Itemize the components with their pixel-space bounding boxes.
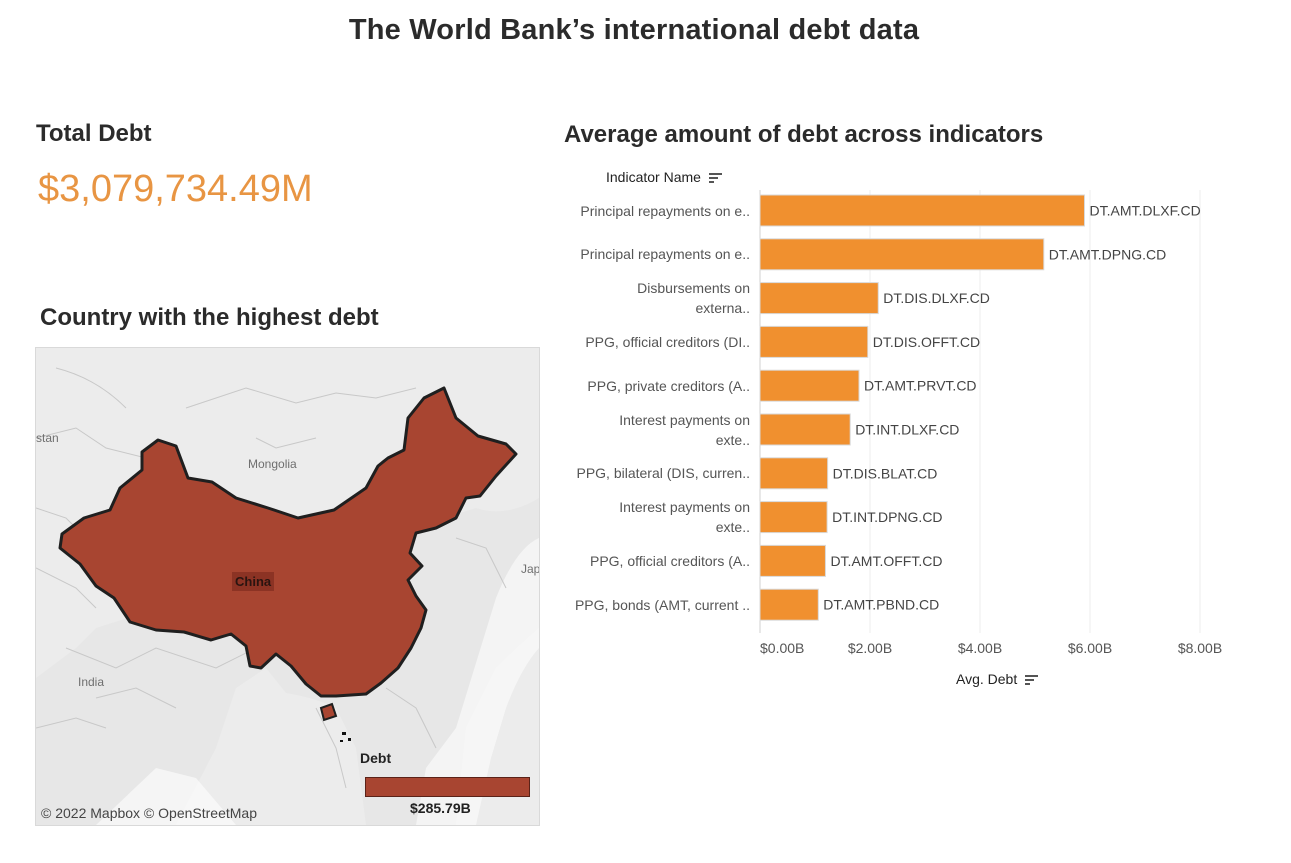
indicator-label[interactable]: Disbursements on externa.. bbox=[560, 278, 750, 318]
indicator-label-line: exte.. bbox=[715, 519, 750, 536]
bar-data-label: DT.DIS.BLAT.CD bbox=[833, 465, 938, 481]
map-place-label: Jap bbox=[521, 562, 540, 576]
indicator-label[interactable]: Interest payments on exte.. bbox=[560, 410, 750, 450]
indicator-label[interactable]: PPG, private creditors (A.. bbox=[560, 376, 750, 396]
indicator-label-line: Interest payments on bbox=[619, 499, 750, 516]
bar-data-label: DT.AMT.PRVT.CD bbox=[864, 378, 977, 394]
indicator-label-line: Principal repayments on e.. bbox=[580, 246, 750, 263]
bar[interactable] bbox=[759, 501, 828, 534]
bay-area bbox=[96, 768, 236, 825]
dashboard-title: The World Bank’s international debt data bbox=[348, 14, 920, 46]
indicator-label-line: externa.. bbox=[695, 300, 750, 317]
indicator-label-line: PPG, official creditors (DI.. bbox=[585, 333, 750, 350]
bar[interactable] bbox=[759, 282, 879, 315]
bar[interactable] bbox=[759, 325, 869, 358]
bar-data-label: DT.AMT.OFFT.CD bbox=[830, 553, 942, 569]
indicator-label-line: PPG, bonds (AMT, current .. bbox=[574, 596, 750, 613]
sea-area bbox=[416, 538, 539, 825]
indicator-label[interactable]: PPG, official creditors (A.. bbox=[560, 551, 750, 571]
bar-data-label: DT.AMT.PBND.CD bbox=[823, 597, 939, 613]
total-debt-value: $3,079,734.49M bbox=[38, 168, 313, 210]
x-tick-label: $4.00B bbox=[958, 640, 1002, 656]
indicator-label-line: PPG, official creditors (A.. bbox=[589, 552, 750, 569]
bar-data-label: DT.AMT.DPNG.CD bbox=[1049, 246, 1166, 262]
avg-debt-label: Avg. Debt bbox=[956, 671, 1018, 687]
legend-title: Debt bbox=[360, 750, 392, 766]
bar-data-label: DT.DIS.DLXF.CD bbox=[883, 290, 990, 306]
map-canvas[interactable] bbox=[36, 348, 539, 825]
indicator-label[interactable]: Principal repayments on e.. bbox=[560, 201, 750, 221]
avg-debt-header[interactable]: Avg. Debt bbox=[956, 671, 1039, 687]
x-tick-label: $2.00B bbox=[848, 640, 892, 656]
indicator-label-line: PPG, private creditors (A.. bbox=[587, 377, 750, 394]
indicator-label[interactable]: PPG, bonds (AMT, current .. bbox=[560, 595, 750, 615]
bar[interactable] bbox=[759, 238, 1045, 271]
x-tick-label: $8.00B bbox=[1178, 640, 1222, 656]
indicator-label-line: Interest payments on bbox=[619, 411, 750, 428]
indicator-label[interactable]: PPG, bilateral (DIS, curren.. bbox=[560, 463, 750, 483]
map-attribution[interactable]: © 2022 Mapbox © OpenStreetMap bbox=[41, 805, 257, 821]
hainan-shape bbox=[319, 702, 338, 722]
total-debt-title: Total Debt bbox=[36, 120, 152, 147]
map-place-label: Mongolia bbox=[248, 457, 297, 471]
debt-map[interactable]: stan Mongolia India Jap China Debt $285.… bbox=[35, 347, 540, 826]
bar-data-label: DT.INT.DLXF.CD bbox=[855, 422, 959, 438]
indicator-label[interactable]: Interest payments on exte.. bbox=[560, 497, 750, 537]
bar[interactable] bbox=[759, 369, 860, 402]
islands bbox=[340, 732, 351, 742]
bar-data-label: DT.AMT.DLXF.CD bbox=[1090, 203, 1201, 219]
sort-descending-icon[interactable] bbox=[1025, 674, 1039, 686]
bar-data-label: DT.INT.DPNG.CD bbox=[832, 509, 942, 525]
sort-descending-icon[interactable] bbox=[708, 172, 723, 184]
indicator-label[interactable]: PPG, official creditors (DI.. bbox=[560, 332, 750, 352]
x-tick-label: $6.00B bbox=[1068, 640, 1112, 656]
map-title: Country with the highest debt bbox=[40, 304, 379, 331]
indicator-label-line: Principal repayments on e.. bbox=[580, 202, 750, 219]
bar[interactable] bbox=[759, 413, 851, 446]
china-shape[interactable] bbox=[58, 386, 518, 698]
bar[interactable] bbox=[759, 194, 1085, 227]
map-place-label: stan bbox=[36, 431, 59, 445]
indicator-label-line: PPG, bilateral (DIS, curren.. bbox=[576, 465, 750, 482]
chart-title: Average amount of debt across indicators bbox=[564, 121, 1044, 148]
bar[interactable] bbox=[759, 588, 819, 621]
map-place-label: India bbox=[78, 675, 105, 689]
legend-value: $285.79B bbox=[410, 800, 471, 816]
indicator-name-label: Indicator Name bbox=[606, 169, 701, 185]
indicator-label-line: exte.. bbox=[715, 431, 750, 448]
bar-chart[interactable]: $0.00B $2.00B $4.00B $6.00B $8.00B DT.AMT.DLX… bbox=[755, 190, 1235, 660]
x-tick-label: $0.00B bbox=[760, 640, 804, 656]
bar-data-label: DT.DIS.OFFT.CD bbox=[873, 334, 980, 350]
indicator-name-header[interactable]: Indicator Name bbox=[606, 169, 723, 185]
indicator-label-line: Disbursements on bbox=[637, 280, 750, 297]
bar[interactable] bbox=[759, 544, 826, 577]
legend-color-bar bbox=[365, 777, 530, 797]
china-label: China bbox=[232, 572, 275, 591]
indicator-label[interactable]: Principal repayments on e.. bbox=[560, 244, 750, 264]
bar[interactable] bbox=[759, 457, 829, 490]
